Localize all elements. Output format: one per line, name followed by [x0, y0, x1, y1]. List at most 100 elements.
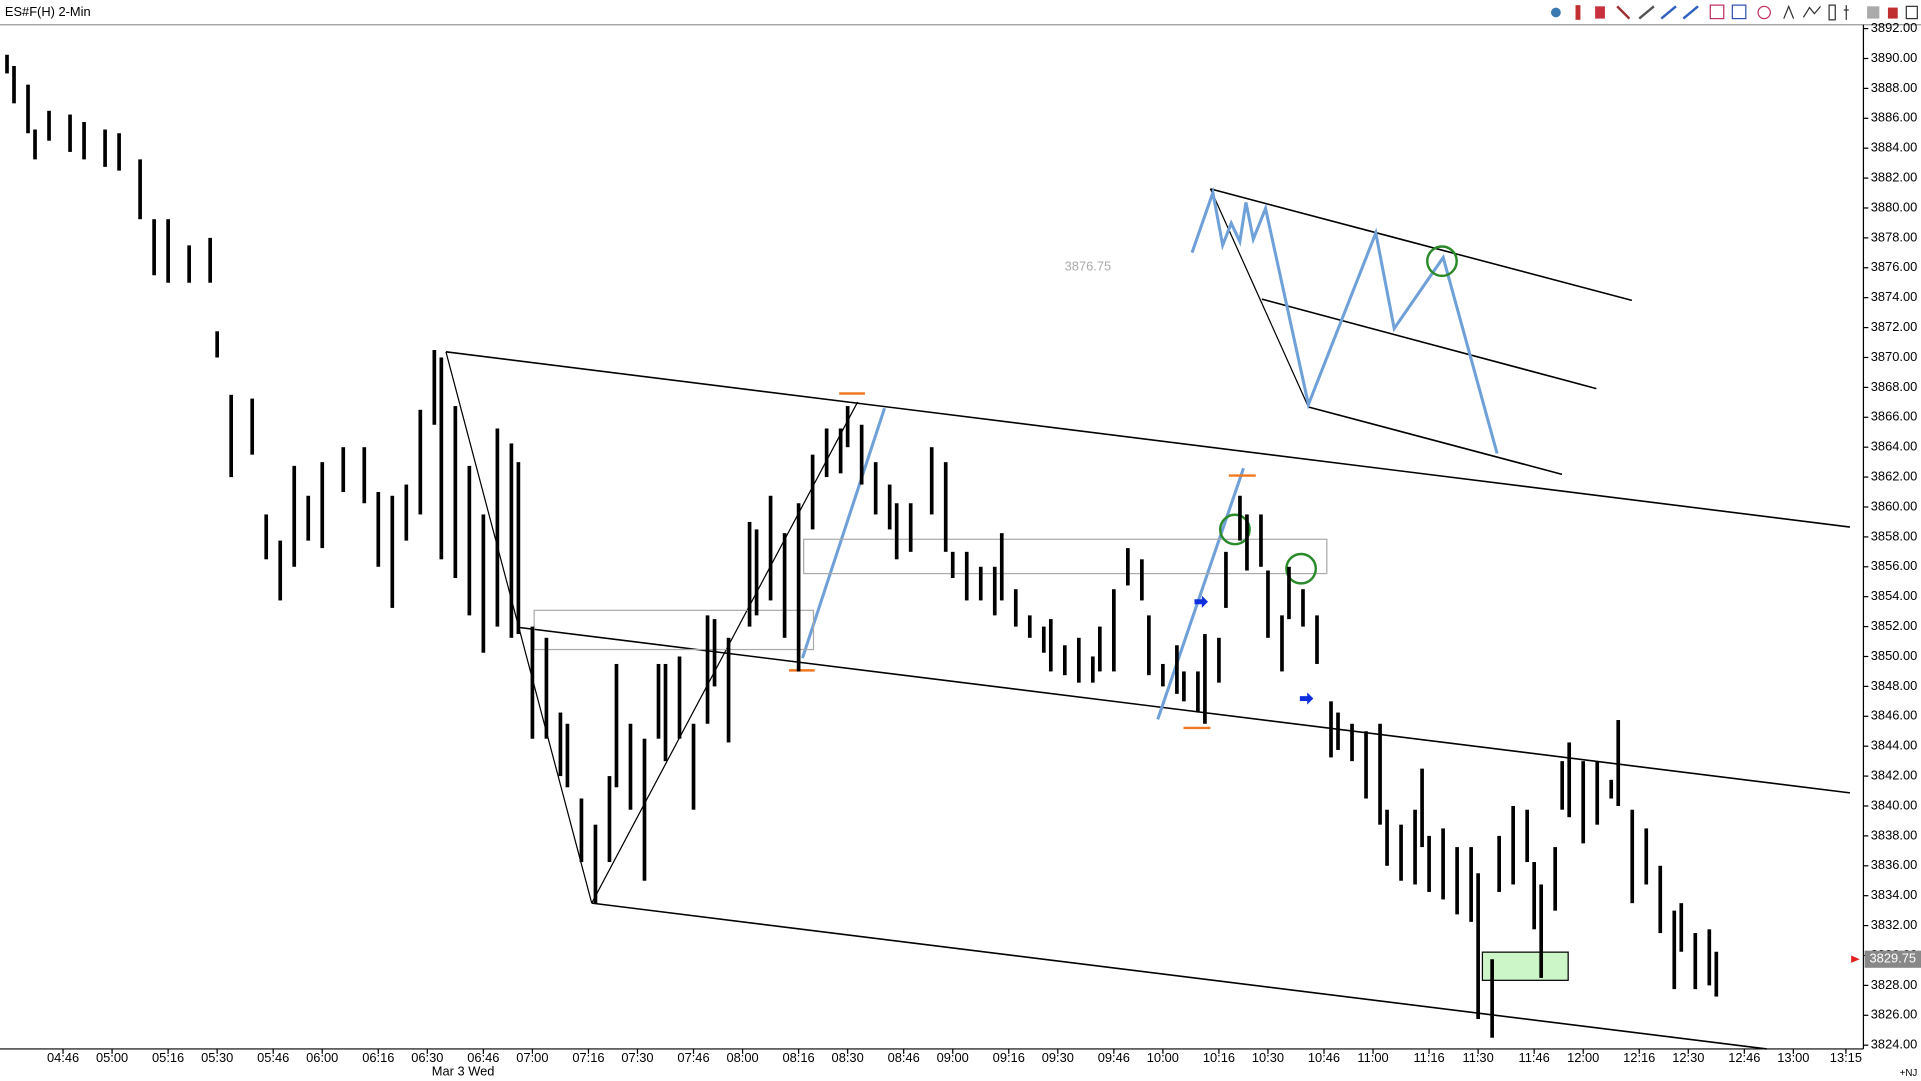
price-bar [509, 443, 514, 638]
price-bar [152, 219, 156, 276]
x-tick-label: 07:16 [572, 1050, 604, 1065]
last-price-box [1864, 950, 1921, 968]
price-bar [1497, 835, 1501, 892]
x-tick-label: 11:16 [1413, 1050, 1444, 1065]
price-bar [1027, 615, 1032, 638]
tool-icon[interactable] [1731, 4, 1747, 20]
tool-icon[interactable] [1575, 5, 1581, 20]
y-tick-label: 3838.00 [1871, 827, 1917, 842]
price-bar [1266, 570, 1270, 638]
projection-line [801, 407, 886, 659]
price-bar [1399, 824, 1403, 881]
x-tick-label: 08:00 [726, 1050, 758, 1065]
price-bar [439, 357, 444, 560]
trend-line [445, 351, 1851, 528]
tool-icon[interactable] [1867, 6, 1880, 19]
toolbar [1551, 4, 1918, 21]
y-tick-label: 3842.00 [1871, 767, 1917, 782]
x-tick-label: 05:16 [152, 1050, 184, 1065]
tool-icon[interactable] [1905, 5, 1918, 20]
price-bar [1287, 566, 1291, 620]
price-bar [187, 245, 191, 283]
price-bar [565, 723, 570, 788]
price-bar [1525, 809, 1530, 863]
price-bar [103, 129, 107, 167]
price-bar [495, 428, 500, 627]
price-bar [1217, 637, 1221, 683]
tool-icon[interactable] [1595, 6, 1605, 19]
price-bar [229, 394, 234, 478]
price-bar [1616, 720, 1621, 806]
y-tick-label: 3884.00 [1871, 140, 1917, 155]
price-bar [1041, 626, 1046, 653]
price-bar [859, 424, 864, 485]
tool-icon[interactable] [1709, 4, 1725, 20]
tool-icon[interactable] [1828, 4, 1836, 21]
price-bar [1658, 865, 1663, 934]
price-bar [796, 503, 801, 672]
price-bar [306, 495, 311, 541]
price-bar [1301, 589, 1305, 627]
x-tick-label: 06:16 [362, 1050, 394, 1065]
price-bar [376, 492, 381, 567]
projection-line [1156, 467, 1245, 720]
trend-line [1209, 188, 1309, 408]
price-bar [782, 533, 787, 638]
tool-icon[interactable] [1638, 5, 1655, 20]
y-tick-label: 3866.00 [1871, 409, 1917, 424]
tool-icon[interactable] [1757, 5, 1771, 20]
projection-line [1190, 186, 1499, 454]
x-tick-label: 11:00 [1357, 1050, 1388, 1065]
tool-icon[interactable] [1887, 7, 1898, 19]
price-bar [768, 495, 773, 601]
price-bar [614, 663, 619, 788]
price-bar [992, 566, 997, 616]
price-bar [999, 533, 1004, 601]
price-bar [1553, 847, 1558, 911]
price-bar [1196, 671, 1200, 713]
y-tick-label: 3872.00 [1871, 319, 1917, 334]
price-bar [1581, 761, 1586, 844]
price-bar [467, 465, 472, 616]
tool-icon[interactable] [1783, 4, 1795, 19]
price-bar [628, 723, 633, 810]
y-tick-label: 3852.00 [1871, 618, 1917, 633]
price-bar [530, 626, 535, 739]
price-bar [1693, 933, 1698, 990]
price-bar [481, 514, 486, 653]
price-bar [810, 454, 815, 530]
price-bar [950, 551, 955, 578]
price-bar [1420, 768, 1424, 848]
y-tick-label: 3860.00 [1871, 498, 1917, 513]
x-tick-label: 07:46 [677, 1050, 709, 1065]
cursor-price: 3876.75 [1065, 259, 1111, 274]
x-tick-label: 10:16 [1203, 1050, 1235, 1065]
y-tick-label: 3850.00 [1871, 648, 1917, 663]
price-bar [1048, 619, 1053, 672]
tool-icon[interactable] [1551, 7, 1561, 18]
price-bar [1147, 615, 1151, 676]
y-tick-label: 3844.00 [1871, 738, 1917, 753]
price-bar [1413, 809, 1417, 885]
x-tick-label: 09:30 [1042, 1050, 1074, 1065]
price-bar [5, 54, 9, 74]
price-bar [1567, 742, 1572, 818]
price-bar [887, 484, 892, 530]
tool-icon[interactable] [1843, 5, 1849, 20]
tool-icon[interactable] [1660, 5, 1677, 20]
x-tick-label: 07:00 [516, 1050, 548, 1065]
price-bar [1609, 779, 1614, 799]
price-bar [1126, 548, 1130, 586]
tool-icon[interactable] [1616, 5, 1631, 20]
price-bar [82, 122, 86, 160]
tool-icon[interactable] [1802, 5, 1822, 18]
price-bar [264, 514, 269, 560]
price-bar [1595, 761, 1600, 825]
tool-icon[interactable] [1682, 5, 1699, 20]
price-bar [754, 529, 759, 616]
price-bar [978, 566, 983, 601]
price-bar [1476, 873, 1480, 1020]
price-bar [68, 114, 72, 152]
x-tick-label: 11:46 [1519, 1050, 1550, 1065]
price-bar [873, 462, 878, 515]
